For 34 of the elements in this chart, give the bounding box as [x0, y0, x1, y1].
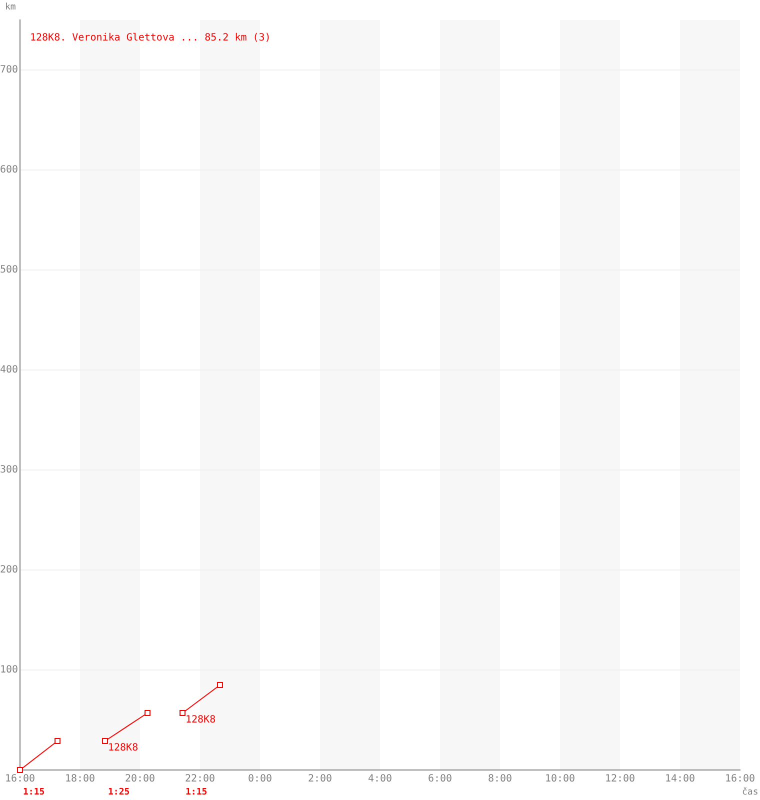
- x-tick-label: 4:00: [368, 774, 392, 785]
- y-tick-label: 600: [0, 164, 18, 176]
- x-tick-label: 18:00: [64, 774, 96, 785]
- text: 1:25: [108, 787, 130, 798]
- point: [180, 710, 186, 716]
- text: 1:15: [186, 787, 208, 798]
- x-tick-label: 22:00: [184, 774, 216, 785]
- point: [144, 710, 150, 716]
- annotation: 128K8: [186, 714, 216, 726]
- point: [102, 738, 108, 744]
- point: [17, 767, 23, 773]
- x-tick-label: 0:00: [248, 774, 272, 785]
- point: [54, 738, 60, 744]
- y-tick-label: 300: [0, 464, 18, 476]
- x-tick-label: 8:00: [488, 774, 512, 785]
- y-tick-label: 700: [0, 64, 18, 76]
- x-tick-label: 12:00: [604, 774, 636, 785]
- text: 1:15: [23, 787, 45, 798]
- y-tick-label: 100: [0, 664, 18, 676]
- x-tick-label: 10:00: [544, 774, 576, 785]
- x-tick-label: 16:00: [724, 774, 756, 785]
- x-tick-label: 6:00: [428, 774, 452, 785]
- y-tick-label: 200: [0, 564, 18, 576]
- x-tick-label: 2:00: [308, 774, 332, 785]
- text: 128K8. Veronika Glettova ... 85.2 km (3): [30, 32, 271, 44]
- annotation: 128K8: [108, 742, 138, 754]
- x-tick-label: 14:00: [664, 774, 696, 785]
- x-tick-label: 16:00: [4, 774, 36, 785]
- y-tick-label: 500: [0, 264, 18, 276]
- y-tick-label: 400: [0, 364, 18, 376]
- point: [217, 682, 223, 688]
- x-axis-title: čas: [742, 786, 758, 798]
- x-tick-label: 20:00: [124, 774, 156, 785]
- y-axis-title: km: [5, 2, 16, 12]
